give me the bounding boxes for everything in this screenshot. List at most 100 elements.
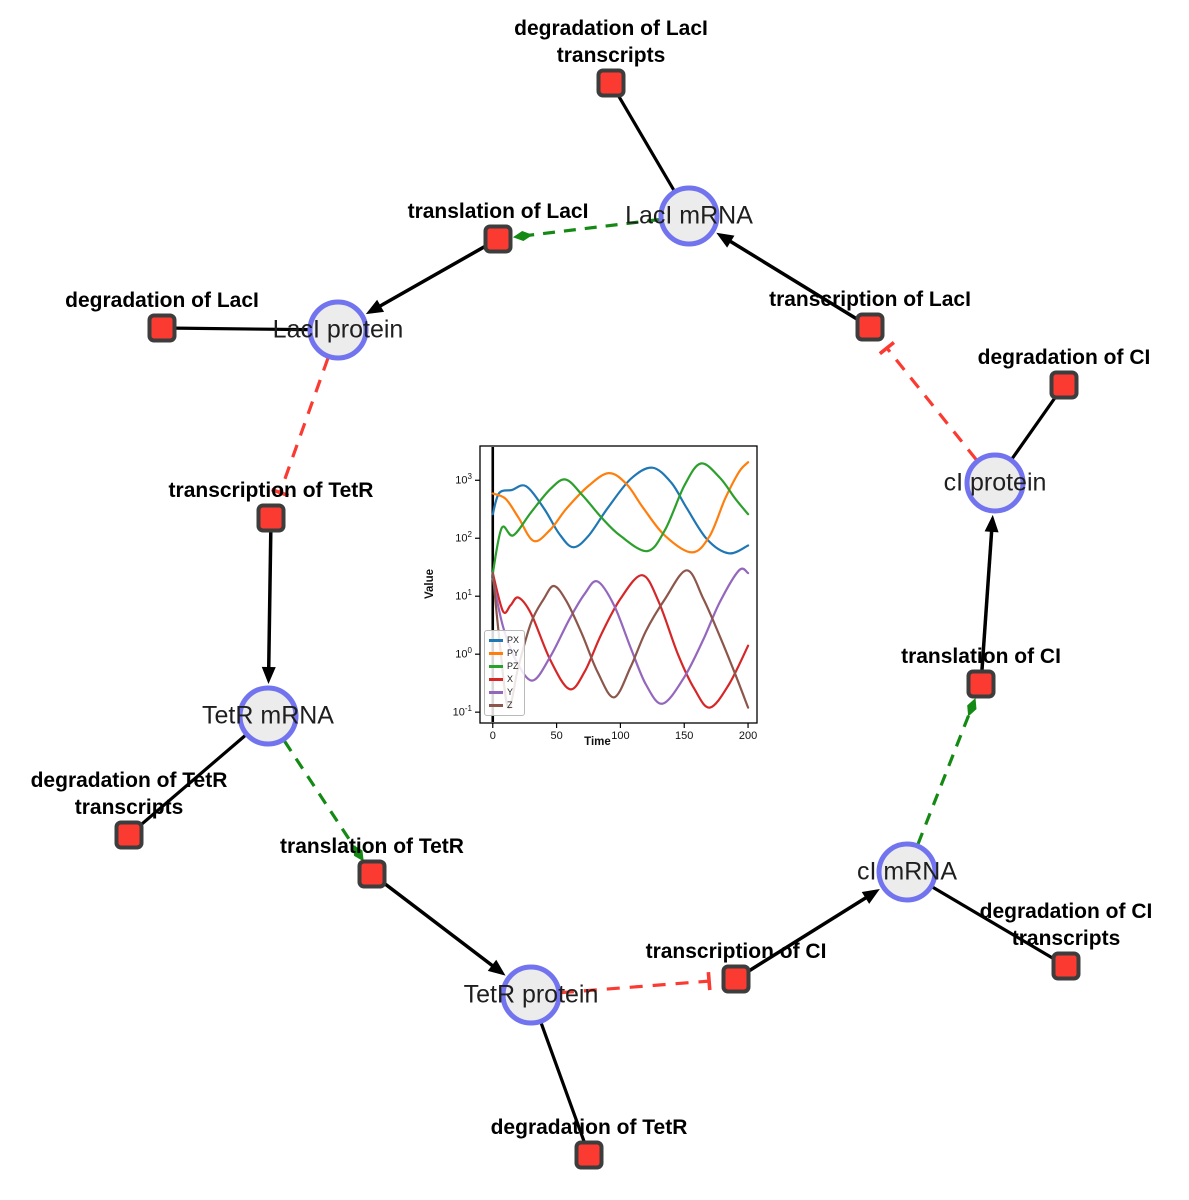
edge-product-translation_of_CI-to-cI_protein	[980, 514, 999, 672]
reaction-node-degradation_of_LacI_transcripts[interactable]	[596, 68, 626, 98]
species-node-TetR_mRNA[interactable]	[237, 685, 299, 747]
reaction-label-translation_of_LacI: translation of LacI	[408, 198, 589, 225]
reaction-label-line: degradation of LacI	[65, 289, 259, 312]
legend-item-PX: PX	[489, 634, 519, 647]
edge-modifier-TetR_mRNA-to-translation_of_TetR	[283, 740, 364, 862]
y-tick-exponent: -1	[464, 704, 472, 714]
reaction-label-line: translation of TetR	[280, 835, 464, 858]
reaction-label-line: transcription of LacI	[769, 288, 971, 311]
reaction-node-degradation_of_TetR[interactable]	[574, 1140, 604, 1170]
y-tick-label: 100	[455, 646, 472, 661]
edge-product-translation_of_TetR-to-TetR_protein	[381, 880, 506, 976]
series-line-X	[491, 572, 750, 709]
reaction-label-line: transcription of TetR	[168, 479, 374, 502]
species-node-cI_protein[interactable]	[964, 452, 1026, 514]
series-line-PZ	[491, 462, 750, 575]
reaction-label-translation_of_TetR: translation of TetR	[280, 833, 464, 860]
edge-inhibition-LacI_protein-to-transcription_of_TetR	[270, 357, 330, 498]
edge-modifier-LacI_mRNA-to-translation_of_LacI	[512, 217, 660, 241]
edges-layer	[137, 93, 1058, 1144]
series-line-Z	[491, 569, 750, 709]
legend-item-Z: Z	[489, 699, 519, 712]
edge-reactant-cI_mRNA-to-degradation_of_CI_transcripts	[932, 885, 1056, 961]
edge-reactant-TetR_protein-to-degradation_of_TetR	[539, 1022, 587, 1144]
edge-reactant-cI_protein-to-degradation_of_CI	[1010, 394, 1058, 460]
x-axis-label: Time	[584, 736, 611, 748]
edge-product-translation_of_LacI-to-LacI_protein	[365, 243, 488, 315]
edge-modifier-cI_mRNA-to-translation_of_CI	[916, 697, 977, 845]
x-tick-label: 50	[550, 730, 563, 742]
plot-frame	[479, 445, 758, 724]
reaction-label-line: transcripts	[1011, 927, 1121, 950]
x-tick-label: 0	[489, 730, 496, 742]
reaction-label-line: degradation of CI	[979, 900, 1153, 923]
edge-inhibition-TetR_protein-to-transcription_of_CI	[560, 971, 712, 995]
y-tick-label: 101	[455, 588, 472, 603]
edge-product-transcription_of_CI-to-cI_mRNA	[746, 888, 880, 974]
species-label-TetR_protein: TetR protein	[463, 980, 599, 1009]
legend-item-PZ: PZ	[489, 660, 519, 673]
y-axis-label: Value	[424, 568, 436, 600]
reaction-label-line: transcripts	[74, 796, 184, 819]
edge-inhibition-cI_protein-to-transcription_of_LacI	[878, 341, 978, 461]
reaction-label-degradation_of_TetR_transcripts: degradation of TetR transcripts	[31, 767, 228, 821]
reaction-label-degradation_of_CI_transcripts: degradation of CI transcripts	[980, 898, 1153, 952]
timeseries-inset-chart: 0 50 100 150 200 10-1 100 101 102 103 Time Value …	[424, 438, 770, 768]
y-tick-exponent: 3	[467, 472, 472, 482]
reaction-label-transcription_of_TetR: transcription of TetR	[169, 477, 374, 504]
x-tick-label: 150	[675, 730, 694, 742]
reaction-node-transcription_of_TetR[interactable]	[256, 503, 286, 533]
series-line-PY	[491, 461, 750, 554]
reaction-node-translation_of_TetR[interactable]	[357, 859, 387, 889]
reaction-label-line: degradation of TetR	[490, 1116, 688, 1139]
reaction-node-degradation_of_CI[interactable]	[1049, 370, 1079, 400]
reaction-node-degradation_of_TetR_transcripts[interactable]	[114, 820, 144, 850]
legend-swatch	[489, 704, 503, 707]
y-tick-exponent: 0	[467, 646, 472, 656]
x-tick-label: 200	[738, 730, 758, 742]
reaction-label-line: transcription of CI	[645, 940, 827, 963]
chart-legend: PX PY PZ X Y Z	[484, 630, 526, 716]
species-node-TetR_protein[interactable]	[500, 964, 562, 1026]
reaction-label-degradation_of_LacI_transcripts: degradation of LacI transcripts	[514, 15, 708, 69]
nodes-layer	[114, 68, 1081, 1170]
edge-reactant-TetR_mRNA-to-degradation_of_TetR_transcripts	[137, 734, 247, 828]
species-node-cI_mRNA[interactable]	[876, 841, 938, 903]
series-line-PX	[491, 466, 750, 555]
species-label-LacI_mRNA: LacI mRNA	[625, 201, 753, 230]
y-tick-label: 103	[455, 472, 472, 487]
reaction-node-translation_of_CI[interactable]	[966, 669, 996, 699]
reaction-label-transcription_of_CI: transcription of CI	[646, 938, 827, 965]
reaction-label-line: translation of LacI	[407, 200, 589, 223]
reaction-label-translation_of_CI: translation of CI	[901, 643, 1061, 670]
edge-product-transcription_of_TetR-to-TetR_mRNA	[261, 530, 276, 685]
legend-label: X	[507, 674, 514, 684]
species-label-LacI_protein: LacI protein	[272, 315, 404, 344]
reaction-label-line: degradation of LacI	[514, 17, 708, 40]
reaction-node-translation_of_LacI[interactable]	[483, 224, 513, 254]
legend-item-Y: Y	[489, 686, 519, 699]
reaction-label-line: degradation of CI	[977, 346, 1151, 369]
reaction-node-transcription_of_CI[interactable]	[721, 964, 751, 994]
series-line-Y	[491, 567, 750, 705]
legend-label: PY	[507, 648, 520, 658]
reaction-label-degradation_of_TetR: degradation of TetR	[491, 1114, 688, 1141]
legend-swatch	[489, 665, 503, 668]
species-node-LacI_mRNA[interactable]	[658, 185, 720, 247]
reaction-label-line: degradation of TetR	[30, 769, 228, 792]
reaction-label-line: translation of CI	[901, 645, 1061, 668]
edge-reactant-LacI_protein-to-degradation_of_LacI	[174, 326, 309, 332]
reaction-label-degradation_of_CI: degradation of CI	[978, 344, 1151, 371]
reaction-node-transcription_of_LacI[interactable]	[855, 312, 885, 342]
chart-plot-area	[475, 445, 758, 728]
species-node-LacI_protein[interactable]	[307, 299, 369, 361]
species-label-TetR_mRNA: TetR mRNA	[202, 701, 334, 730]
y-tick-label: 102	[455, 530, 472, 545]
species-label-cI_protein: cI protein	[943, 468, 1047, 497]
legend-label: Z	[507, 700, 513, 710]
legend-item-X: X	[489, 673, 519, 686]
reaction-node-degradation_of_LacI[interactable]	[147, 313, 177, 343]
legend-label: PZ	[507, 661, 519, 671]
species-label-cI_mRNA: cI mRNA	[857, 857, 957, 886]
reaction-node-degradation_of_CI_transcripts[interactable]	[1051, 951, 1081, 981]
